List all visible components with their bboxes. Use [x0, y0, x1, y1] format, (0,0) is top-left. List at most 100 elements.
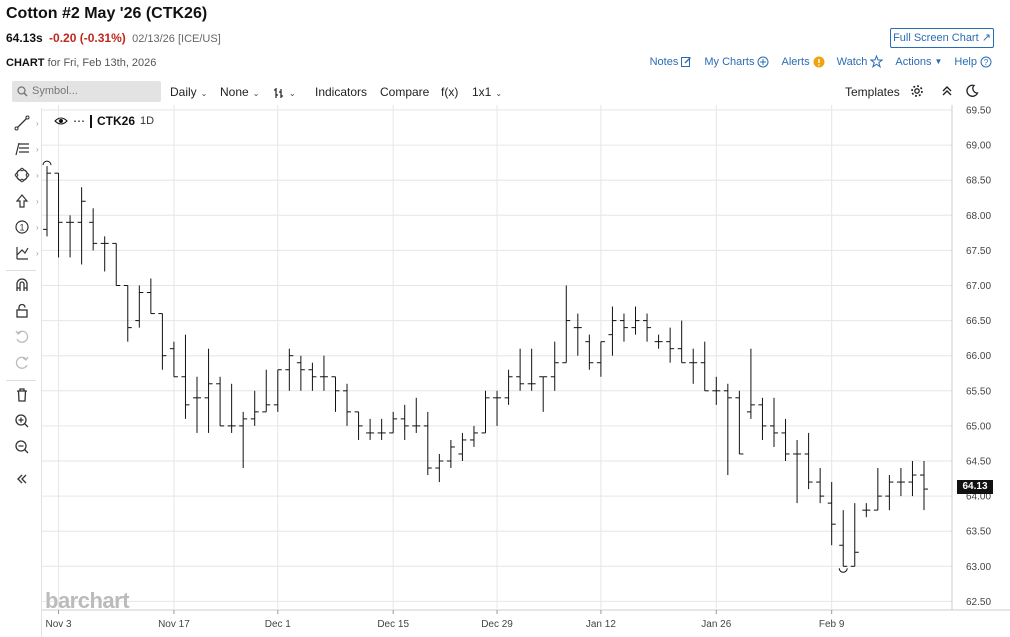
y-tick-label: 63.50: [966, 527, 991, 538]
chevron-down-icon: ⌄: [495, 89, 503, 98]
ohlc-bar: [296, 355, 305, 391]
ohlc-bar: [43, 166, 51, 237]
y-tick-label: 65.00: [966, 421, 991, 432]
zoom-in-button[interactable]: [12, 412, 32, 430]
shape-tool-button[interactable]: ›: [12, 166, 39, 184]
last-price: 64.13s: [6, 31, 43, 45]
submenu-arrow-icon: ›: [36, 119, 39, 128]
ohlc-bar: [516, 348, 525, 391]
ohlc-bar: [631, 306, 640, 335]
arrow-tool-button[interactable]: ›: [12, 192, 39, 210]
x-tick-label: Feb 9: [819, 619, 845, 630]
ohlc-bar: [319, 355, 328, 391]
ohlc-bar: [781, 418, 790, 461]
ohlc-bar: [343, 383, 352, 426]
my-charts-label: My Charts: [704, 55, 755, 68]
submenu-arrow-icon: ›: [36, 223, 39, 232]
overlay-dropdown[interactable]: None ⌄: [220, 85, 259, 99]
undo-button[interactable]: [12, 328, 32, 346]
collapse-up-button[interactable]: [941, 84, 953, 101]
redo-icon: [15, 356, 29, 369]
chart-date: for Fri, Feb 13th, 2026: [47, 57, 157, 69]
magnet-button[interactable]: [12, 276, 32, 294]
ohlc-bar: [181, 334, 190, 419]
ohlc-bar: [262, 369, 271, 413]
ohlc-bar: [896, 468, 905, 497]
my-charts-menu[interactable]: My Charts: [704, 56, 769, 68]
y-tick-label: 66.50: [966, 316, 991, 327]
number-tool-button[interactable]: 1 ›: [12, 218, 39, 236]
x-tick-label: Jan 26: [701, 619, 731, 630]
ohlc-bar: [550, 341, 559, 391]
bar-type-dropdown[interactable]: ⌄: [273, 85, 296, 99]
ohlc-bar: [654, 334, 663, 349]
line-tool-button[interactable]: ›: [12, 114, 39, 132]
settings-gear-button[interactable]: [910, 84, 924, 101]
x-tick-label: Nov 3: [45, 619, 72, 630]
ohlc-bar: [493, 390, 502, 426]
y-tick-label: 68.50: [966, 176, 991, 187]
templates-button[interactable]: Templates: [845, 85, 900, 99]
y-tick-label: 67.50: [966, 246, 991, 257]
interval-dropdown[interactable]: Daily ⌄: [170, 85, 207, 99]
ohlc-bar: [354, 411, 363, 440]
function-button[interactable]: f(x): [441, 85, 459, 99]
collapse-tools-button[interactable]: [12, 470, 32, 488]
submenu-arrow-icon: ›: [36, 197, 39, 206]
eye-icon[interactable]: [54, 116, 68, 126]
symbol-search-input[interactable]: Symbol...: [12, 81, 161, 102]
redo-button[interactable]: [12, 354, 32, 372]
svg-text:?: ?: [984, 58, 989, 67]
number-tool-icon: 1: [15, 220, 29, 234]
x-tick-label: Dec 15: [377, 619, 409, 630]
y-tick-label: 64.00: [966, 492, 991, 503]
full-screen-label: Full Screen Chart: [893, 32, 979, 44]
ohlc-bar: [66, 215, 75, 258]
full-screen-chart-button[interactable]: Full Screen Chart ↗: [890, 28, 994, 48]
ohlc-bar: [920, 461, 928, 511]
ohlc-bar: [700, 341, 709, 392]
price-chart[interactable]: 62.50 63.00 63.50 64.00 64.50 65.00 65.50 66.00…: [0, 105, 1010, 637]
ohlc-bar: [481, 390, 490, 434]
help-menu[interactable]: Help ?: [954, 56, 992, 68]
indicators-button[interactable]: Indicators: [315, 85, 368, 99]
alerts-menu[interactable]: Alerts: [781, 55, 825, 68]
double-chevron-up-icon: [942, 86, 952, 96]
ohlc-bar: [585, 334, 594, 370]
delete-drawings-button[interactable]: [12, 386, 32, 404]
ohlc-bar: [250, 390, 259, 426]
ohlc-bar: [400, 404, 409, 440]
dark-mode-button[interactable]: [965, 84, 979, 101]
zoom-in-icon: [15, 414, 29, 428]
submenu-arrow-icon: ›: [36, 249, 39, 258]
ohlc-bar: [308, 362, 317, 391]
compare-button[interactable]: Compare: [380, 85, 430, 99]
notes-menu[interactable]: Notes: [650, 56, 693, 68]
ohlc-bar: [504, 369, 513, 405]
ohlc-bar: [608, 306, 617, 356]
x-tick-label: Dec 1: [265, 619, 292, 630]
more-options-icon[interactable]: ⋯: [73, 114, 85, 128]
ohlc-bar: [273, 369, 282, 412]
low-marker: [838, 568, 848, 573]
ohlc-bar: [712, 376, 721, 405]
ohlc-bar: [77, 187, 86, 265]
alerts-label: Alerts: [781, 55, 810, 68]
fib-tool-button[interactable]: ›: [12, 140, 39, 158]
measure-tool-button[interactable]: ›: [12, 244, 39, 262]
external-arrow-icon: ↗: [981, 32, 991, 44]
chart-date-line: CHART for Fri, Feb 13th, 2026: [6, 57, 156, 69]
symbol-placeholder: Symbol...: [32, 85, 78, 97]
watch-menu[interactable]: Watch: [837, 55, 884, 68]
ohlc-bar: [758, 397, 767, 440]
interval-label: Daily: [170, 85, 197, 99]
layout-dropdown[interactable]: 1x1 ⌄: [472, 85, 502, 99]
zoom-out-button[interactable]: [12, 438, 32, 456]
lock-button[interactable]: [12, 302, 32, 320]
y-tick-label: 66.00: [966, 351, 991, 362]
x-tick-label: Nov 17: [158, 619, 190, 630]
actions-menu[interactable]: Actions ▼: [895, 56, 942, 68]
ohlc-bar: [412, 397, 421, 433]
top-menu: Notes My Charts Alerts Watch Actions ▼ H…: [650, 55, 992, 68]
ohlc-bar: [908, 461, 917, 497]
